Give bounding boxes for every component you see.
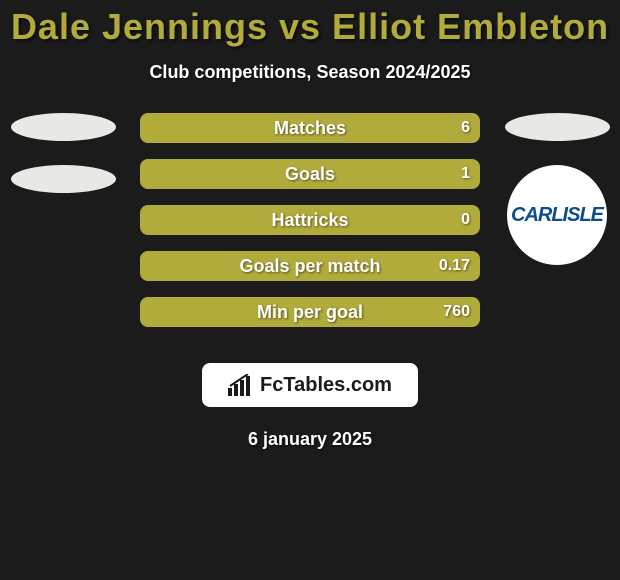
content-area: CARLISLE Matches 6 Goals 1 Hattricks 0 G… [0,113,620,353]
right-player-badges: CARLISLE [502,113,612,265]
left-badge-2 [11,165,116,193]
left-badge-1 [11,113,116,141]
left-player-badges [8,113,118,217]
stat-bar-matches: Matches 6 [140,113,480,143]
stat-bars: Matches 6 Goals 1 Hattricks 0 Goals per … [140,113,480,343]
stat-label: Hattricks [271,210,348,231]
stat-value: 1 [461,165,470,183]
stat-value: 6 [461,119,470,137]
stat-bar-goals: Goals 1 [140,159,480,189]
right-badge-1 [505,113,610,141]
stat-label: Goals per match [239,256,380,277]
right-club-badge: CARLISLE [507,165,607,265]
stat-bar-hattricks: Hattricks 0 [140,205,480,235]
page-subtitle: Club competitions, Season 2024/2025 [0,62,620,83]
stat-label: Matches [274,118,346,139]
stat-bar-gpm: Goals per match 0.17 [140,251,480,281]
comparison-infographic: Dale Jennings vs Elliot Embleton Club co… [0,0,620,580]
stat-bar-mpg: Min per goal 760 [140,297,480,327]
right-club-name: CARLISLE [511,204,603,227]
stat-value: 0.17 [439,257,470,275]
date-label: 6 january 2025 [0,429,620,450]
stat-label: Goals [285,164,335,185]
stat-label: Min per goal [257,302,363,323]
stat-value: 0 [461,211,470,229]
brand-badge: FcTables.com [202,363,418,407]
brand-text: FcTables.com [260,374,392,397]
page-title: Dale Jennings vs Elliot Embleton [0,0,620,48]
stat-value: 760 [443,303,470,321]
bar-chart-icon [228,374,254,396]
